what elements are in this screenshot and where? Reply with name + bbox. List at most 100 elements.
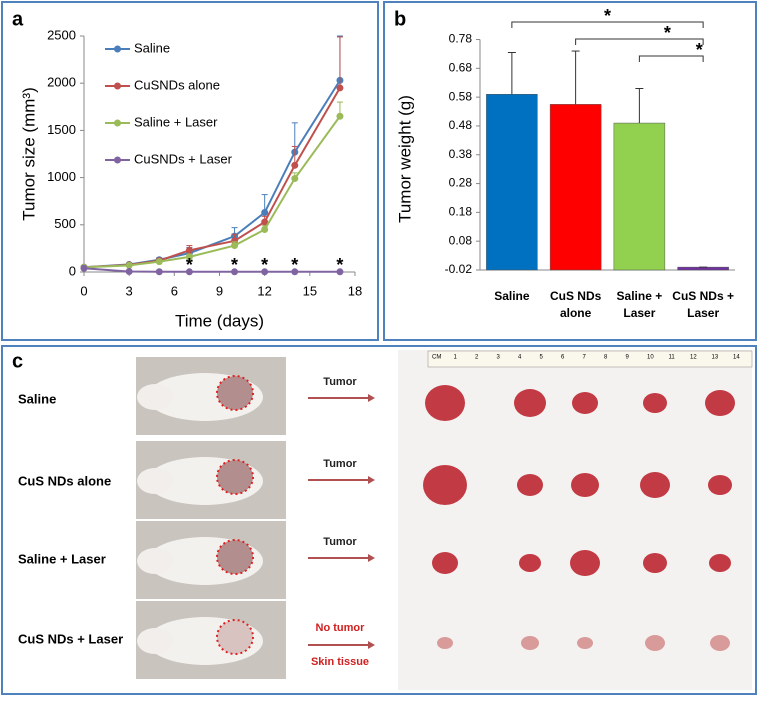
y-tick-label: 500 xyxy=(54,216,76,231)
arrow-label: Skin tissue xyxy=(311,656,369,668)
data-point xyxy=(336,268,344,276)
y-tick-label: 0.78 xyxy=(449,32,473,46)
x-tick-label: Saline + xyxy=(617,289,663,303)
row-label: CuS NDs alone xyxy=(18,473,111,488)
significance-mark: * xyxy=(696,40,703,60)
data-point xyxy=(231,242,239,250)
x-tick-label: CuS NDs + xyxy=(672,289,734,303)
series-line xyxy=(83,267,340,273)
x-tick-label: 3 xyxy=(126,283,133,298)
significance-mark: * xyxy=(604,6,611,26)
ruler-label: 7 xyxy=(583,355,587,361)
panel-c-frame xyxy=(1,345,757,695)
arrow-head xyxy=(368,476,375,484)
ruler-label: 6 xyxy=(561,355,565,361)
y-tick-label: 2500 xyxy=(47,27,76,42)
tumor xyxy=(710,635,730,651)
mouse-head xyxy=(137,548,173,574)
ruler xyxy=(427,350,753,368)
significance-bracket xyxy=(575,38,704,45)
tumor xyxy=(643,553,667,573)
y-tick-label: 2000 xyxy=(47,75,76,90)
x-tick-label: CuS NDs xyxy=(550,289,602,303)
bar xyxy=(549,104,602,271)
y-tick-label: 1500 xyxy=(47,122,76,137)
significance-mark: * xyxy=(231,255,238,275)
tumor xyxy=(572,392,598,414)
tumor xyxy=(514,389,546,417)
tumor xyxy=(437,637,453,649)
tumor xyxy=(423,465,467,505)
ruler-label: 2 xyxy=(475,355,479,361)
tumor xyxy=(709,554,731,572)
mouse-head xyxy=(137,384,173,410)
x-tick-label: 15 xyxy=(303,283,317,298)
ruler-label: 5 xyxy=(540,355,544,361)
panel-b-frame xyxy=(383,1,757,341)
significance-mark: * xyxy=(336,255,343,275)
data-point xyxy=(155,268,163,276)
tumor xyxy=(643,393,667,413)
arrow-label: Tumor xyxy=(323,536,357,548)
x-tick-label: 9 xyxy=(216,283,223,298)
x-tick-label: 0 xyxy=(80,283,87,298)
y-tick-label: 0 xyxy=(69,263,76,278)
legend-marker xyxy=(114,156,121,164)
data-point xyxy=(291,161,299,169)
ruler-label: 9 xyxy=(626,355,630,361)
tumor xyxy=(708,475,732,495)
legend-marker xyxy=(114,82,121,90)
tumor xyxy=(640,472,670,498)
arrow-head xyxy=(368,394,375,402)
row-label: CuS NDs + Laser xyxy=(18,631,123,646)
data-point xyxy=(291,175,299,183)
significance-bracket xyxy=(511,21,704,28)
y-tick-label: 0.18 xyxy=(449,205,473,219)
y-tick-label: -0.02 xyxy=(445,262,473,276)
legend-label: Saline + Laser xyxy=(134,114,218,129)
data-point xyxy=(261,218,269,226)
ruler-label: 8 xyxy=(604,355,608,361)
ruler-label: 14 xyxy=(733,355,740,361)
y-axis-title: Tumor size (mm³) xyxy=(19,87,38,220)
arrow-head xyxy=(368,554,375,562)
panel-label: c xyxy=(12,350,23,372)
tumor-site xyxy=(216,539,254,575)
tumor xyxy=(432,552,458,574)
data-point xyxy=(185,268,193,276)
data-point xyxy=(125,261,133,269)
x-axis-title: Time (days) xyxy=(175,311,264,330)
x-tick-label: alone xyxy=(560,306,592,320)
y-tick-label: 0.68 xyxy=(449,61,473,75)
series-line xyxy=(83,79,341,269)
legend-marker xyxy=(114,45,121,53)
y-tick-label: 0.28 xyxy=(449,176,473,190)
ruler-label: CM xyxy=(432,355,441,361)
arrow-label: No tumor xyxy=(316,622,366,634)
tumor xyxy=(570,550,600,576)
panel-a-frame xyxy=(1,1,379,341)
tumor-site xyxy=(216,459,254,495)
mouse-head xyxy=(137,468,173,494)
panel-label: b xyxy=(394,8,406,30)
data-point xyxy=(336,112,344,120)
significance-mark: * xyxy=(291,255,298,275)
ruler-label: 10 xyxy=(647,355,654,361)
y-tick-label: 1000 xyxy=(47,169,76,184)
tumor xyxy=(517,474,543,496)
data-point xyxy=(185,253,193,261)
y-axis-title: Tumor weight (g) xyxy=(395,95,414,223)
row-label: Saline + Laser xyxy=(18,551,106,566)
ruler-label: 3 xyxy=(497,355,501,361)
x-tick-label: 12 xyxy=(257,283,271,298)
legend-label: CuSNDs + Laser xyxy=(134,151,233,166)
tumor xyxy=(577,637,593,649)
data-point xyxy=(185,246,193,254)
ruler-label: 11 xyxy=(669,355,676,361)
tumor-site xyxy=(216,619,254,655)
row-label: Saline xyxy=(18,391,56,406)
tumor xyxy=(571,473,599,497)
bar xyxy=(613,122,666,271)
